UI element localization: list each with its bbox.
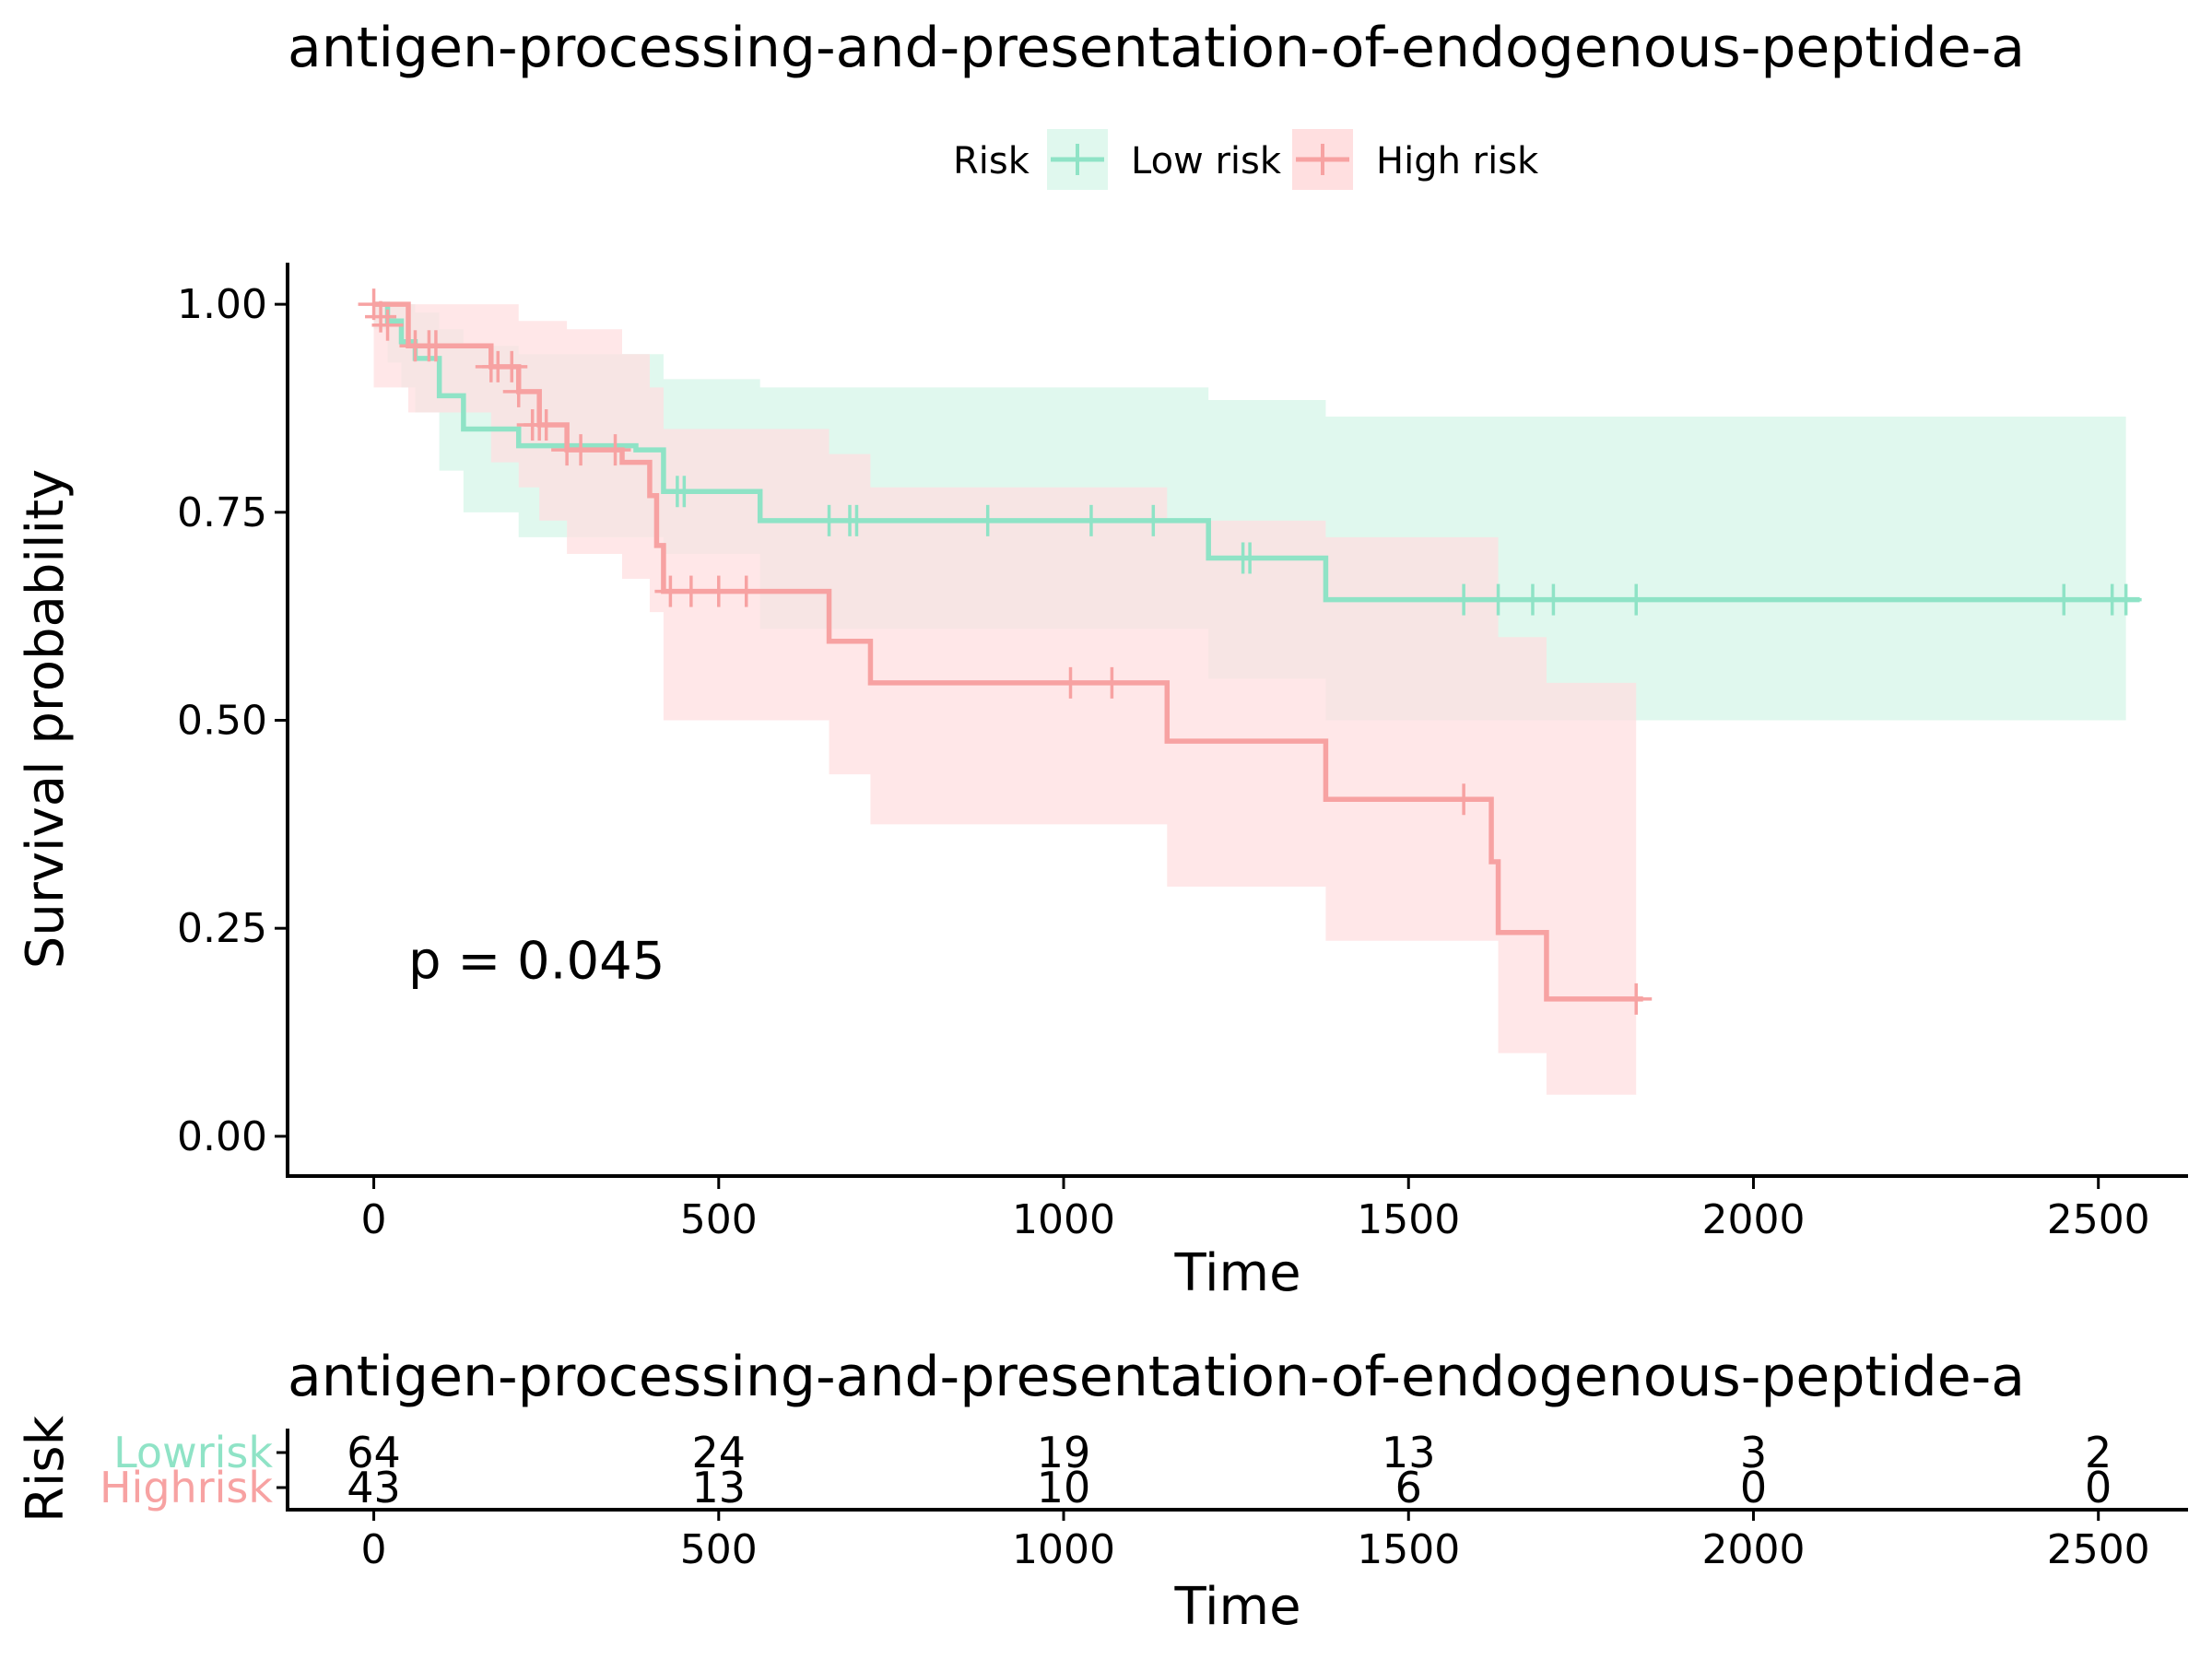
censor-mark-high-risk (502, 375, 535, 407)
risk-count: 10 (1037, 1463, 1091, 1512)
censor-mark-low-risk (2048, 583, 2080, 616)
censor-mark-low-risk (971, 504, 1004, 536)
y-tick-label: 0.00 (177, 1113, 267, 1160)
risk-table-x-axis-title: Time (1173, 1577, 1300, 1637)
confidence-bands (373, 304, 2126, 1095)
y-axis-title: Survival probability (16, 469, 76, 969)
censor-mark-low-risk (1537, 583, 1570, 616)
y-tick-label: 1.00 (177, 281, 267, 328)
censor-mark-low-risk (1075, 504, 1107, 536)
censor-mark-low-risk (1448, 583, 1480, 616)
risk-x-tick-label: 1500 (1357, 1526, 1460, 1573)
censor-mark-low-risk (668, 476, 700, 508)
censor-mark-high-risk (496, 350, 528, 382)
x-axis-title: Time (1173, 1243, 1300, 1303)
x-tick-label: 500 (680, 1196, 758, 1243)
risk-count: 0 (1740, 1463, 1767, 1512)
p-value-annotation: p = 0.045 (408, 931, 665, 991)
x-tick-label: 1500 (1357, 1196, 1460, 1243)
censor-mark-low-risk (1620, 583, 1653, 616)
y-tick-label: 0.25 (177, 905, 267, 952)
risk-row-label: Highrisk (100, 1463, 273, 1512)
risk-table-title: antigen-processing-and-presentation-of-e… (288, 1345, 2025, 1409)
legend-label-low-risk: Low risk (1131, 140, 1282, 182)
x-axis-ticks: 0 500 1000 1500 2000 2500 (361, 1176, 2150, 1243)
censor-mark-high-risk (1620, 982, 1653, 1015)
risk-count: 13 (1382, 1428, 1436, 1477)
censor-mark-low-risk (841, 504, 873, 536)
legend-label-high-risk: High risk (1376, 140, 1539, 182)
x-tick-label: 0 (361, 1196, 387, 1243)
chart-title: antigen-processing-and-presentation-of-e… (288, 16, 2025, 80)
risk-count: 0 (2085, 1463, 2112, 1512)
risk-count: 2 (2085, 1428, 2112, 1477)
y-tick-label: 0.50 (177, 698, 267, 745)
x-tick-label: 1000 (1012, 1196, 1115, 1243)
risk-count: 64 (347, 1428, 401, 1477)
risk-x-tick-label: 1000 (1012, 1526, 1115, 1573)
censor-mark-high-risk (1054, 666, 1087, 699)
risk-row-label: Lowrisk (113, 1428, 273, 1477)
risk-x-tick-label: 500 (680, 1526, 758, 1573)
risk-x-tick-label: 2500 (2047, 1526, 2150, 1573)
legend-title: Risk (953, 140, 1030, 182)
legend: Risk Low risk High risk (953, 129, 1539, 190)
censor-mark-high-risk (730, 575, 762, 607)
censor-mark-high-risk (365, 300, 397, 333)
x-tick-label: 2000 (1701, 1196, 1805, 1243)
censor-mark-low-risk (1234, 542, 1266, 574)
censor-mark-high-risk (530, 409, 562, 441)
risk-count: 24 (692, 1428, 747, 1477)
risk-count: 6 (1395, 1463, 1422, 1512)
risk-table-rows: Lowrisk 64 24 19 13 3 2 Highrisk 43 13 10 6 0 0 (100, 1428, 2112, 1512)
censor-mark-high-risk (1096, 666, 1128, 699)
y-axis-ticks: 0.00 0.25 0.50 0.75 1.00 (177, 281, 288, 1160)
risk-count: 19 (1037, 1428, 1091, 1477)
risk-count: 13 (692, 1463, 747, 1512)
risk-x-tick-label: 2000 (1701, 1526, 1805, 1573)
risk-table: antigen-processing-and-presentation-of-e… (16, 1345, 2188, 1637)
risk-table-y-title: Risk (16, 1415, 76, 1523)
risk-x-tick-label: 0 (361, 1526, 387, 1573)
risk-table-x-axis-ticks: 0 500 1000 1500 2000 2500 (361, 1510, 2150, 1573)
risk-count: 3 (1740, 1428, 1767, 1477)
censor-mark-high-risk (1448, 783, 1480, 816)
censor-mark-high-risk (702, 575, 735, 607)
y-tick-label: 0.75 (177, 489, 267, 536)
censor-mark-high-risk (565, 434, 597, 466)
ci-band-high-risk (373, 304, 1637, 1095)
censor-mark-low-risk (1137, 504, 1170, 536)
censor-mark-high-risk (675, 575, 707, 607)
censor-mark-high-risk (419, 330, 452, 362)
survival-curve-low-risk (373, 301, 2140, 603)
censor-mark-high-risk (358, 288, 390, 321)
censor-marks (358, 288, 2142, 1015)
risk-count: 43 (347, 1463, 401, 1512)
x-tick-label: 2500 (2047, 1196, 2150, 1243)
censor-mark-low-risk (2110, 583, 2142, 616)
censor-mark-low-risk (1482, 583, 1514, 616)
censor-mark-high-risk (599, 434, 631, 466)
censor-mark-high-risk (371, 309, 404, 341)
